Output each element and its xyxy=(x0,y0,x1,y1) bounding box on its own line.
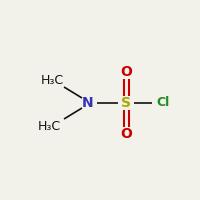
Text: N: N xyxy=(82,96,94,110)
Text: O: O xyxy=(120,65,132,79)
Text: H₃C: H₃C xyxy=(40,73,64,86)
Text: H₃C: H₃C xyxy=(37,119,61,132)
Text: S: S xyxy=(121,96,131,110)
Text: O: O xyxy=(120,127,132,141)
Text: Cl: Cl xyxy=(156,97,170,110)
